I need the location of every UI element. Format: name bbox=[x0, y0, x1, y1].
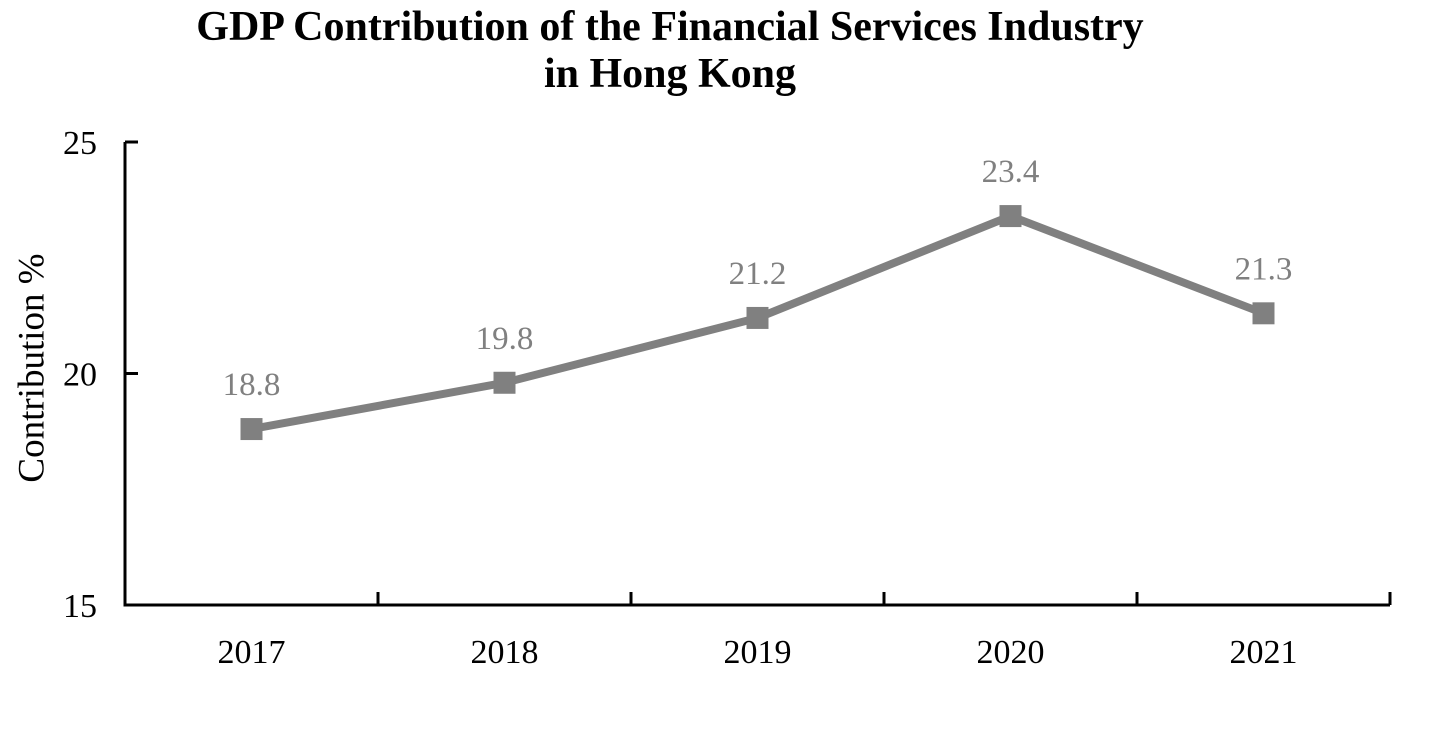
y-tick-label: 15 bbox=[63, 588, 97, 625]
x-tick-label: 2021 bbox=[1230, 634, 1298, 671]
x-tick-label: 2017 bbox=[218, 634, 286, 671]
x-tick-label: 2018 bbox=[471, 634, 539, 671]
axis-lines bbox=[123, 142, 1390, 607]
data-label: 21.3 bbox=[1235, 251, 1293, 287]
x-tick-label: 2019 bbox=[724, 634, 792, 671]
data-point-marker bbox=[1252, 302, 1275, 325]
y-tick-label: 20 bbox=[63, 357, 97, 394]
chart-title-line2: in Hong Kong bbox=[543, 51, 797, 98]
data-point-marker bbox=[240, 418, 263, 441]
data-point-marker bbox=[493, 371, 516, 394]
data-label: 21.2 bbox=[729, 256, 787, 292]
chart-title-line1: GDP Contribution of the Financial Servic… bbox=[196, 4, 1144, 50]
chart-title: GDP Contribution of the Financial Servic… bbox=[0, 4, 1340, 98]
data-point-marker bbox=[746, 306, 769, 329]
data-point-marker bbox=[999, 205, 1022, 228]
data-label: 19.8 bbox=[476, 321, 534, 357]
x-tick-label: 2020 bbox=[977, 634, 1045, 671]
data-label: 23.4 bbox=[982, 154, 1040, 190]
y-tick-label: 25 bbox=[63, 125, 97, 162]
data-label: 18.8 bbox=[223, 367, 281, 403]
